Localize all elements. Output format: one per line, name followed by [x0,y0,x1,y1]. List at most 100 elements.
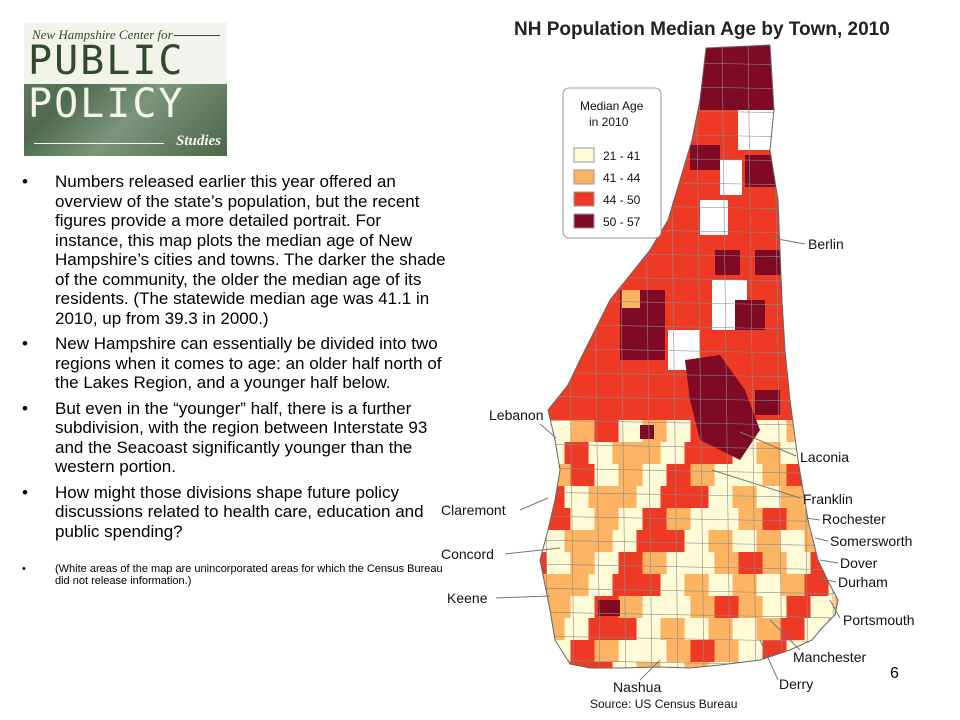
bullet-note: (White areas of the map are unincorporat… [22,563,450,587]
leader-line-rochester [805,517,821,521]
town-cell [636,442,661,464]
town-cell [642,464,667,486]
town-cell [666,552,691,574]
town-cell [834,464,838,486]
town-cell [690,596,715,618]
town-dark [735,300,765,330]
town-north-tip [700,45,780,110]
leader-line-nashua [639,659,661,681]
town-cell [636,530,661,552]
map-title: NH Population Median Age by Town, 2010 [514,19,890,40]
town-cell [636,574,661,596]
city-label-rochester: Rochester [822,511,886,527]
unincorporated-area [720,160,742,195]
town-cell [540,486,565,508]
town-cell [636,662,661,668]
town-cell [564,486,589,508]
town-cell [660,662,685,668]
town-cell [780,618,805,640]
town-cell [738,596,763,618]
legend-label: 41 - 44 [603,171,641,185]
town-cell [828,662,838,668]
town-cell [690,464,715,486]
legend-label: 21 - 41 [603,149,641,163]
town-dark [598,600,620,616]
town-cell [810,420,835,442]
town-cell [732,662,757,668]
town-cell [588,530,613,552]
town-cell [690,640,715,662]
town-cell [540,662,565,668]
leader-line-berlin [771,237,806,245]
town-cell [804,530,829,552]
leader-line-laconia [739,431,797,457]
city-labels: Berlin Lebanon Laconia Franklin Claremont Roc… [441,236,915,695]
leader-line-claremont [519,497,549,511]
town-cell [642,508,667,530]
city-label-derry: Derry [779,676,813,692]
bullet-item: But even in the “younger” half, there is… [22,399,450,477]
boundary-line [540,45,549,668]
town-cell [714,508,739,530]
town-cell [594,508,619,530]
town-cell [684,530,709,552]
boundary-line [721,45,731,668]
town-cell [660,442,685,464]
town-cell [570,552,595,574]
leader-line-lebanon [539,423,557,439]
town-cell [612,486,637,508]
town-dark-lakes [685,355,760,460]
legend-title: Median Age [580,99,644,113]
town-cell [786,596,811,618]
logo: New Hampshire Center for PUBLIC POLICY S… [24,22,227,156]
town-cell [546,552,571,574]
boundary-line [695,45,705,668]
state-outline [539,44,839,669]
town-cell [810,552,835,574]
town-cell [666,464,691,486]
boundary-line [540,515,838,523]
town-cell [714,596,739,618]
city-label-claremont: Claremont [441,502,506,518]
city-label-durham: Durham [838,574,888,590]
town-cell [762,596,787,618]
town-cell [732,618,757,640]
town-cell [732,574,757,596]
logo-text-studies: Studies [175,133,221,149]
bullet-list: Numbers released earlier this year offer… [22,172,450,593]
city-label-lebanon: Lebanon [489,407,544,423]
town-cell [618,552,643,574]
boundary-line [540,467,838,475]
legend-label: 50 - 57 [603,215,641,229]
city-label-dover: Dover [840,555,878,571]
leader-line-concord [504,547,561,555]
town-cell [636,486,661,508]
town-cell [588,442,613,464]
town-cell [684,662,709,668]
town-cell [618,420,643,442]
town-cell [762,464,787,486]
town-cell [546,420,571,442]
town-cell [708,574,733,596]
bullet-item: New Hampshire can essentially be divided… [22,334,450,393]
town-cell [546,508,571,530]
city-label-laconia: Laconia [800,449,849,465]
town-dark [715,250,740,275]
town-cell [780,530,805,552]
city-label-somersworth: Somersworth [830,533,912,549]
leader-line-somersworth [814,537,829,542]
town-cell [588,662,613,668]
town-cell [756,442,781,464]
city-label-nashua: Nashua [613,679,661,695]
town-cell [738,640,763,662]
town-cell [642,596,667,618]
town-cell [834,420,838,442]
town-cell [570,420,595,442]
town-cell [762,552,787,574]
town-cell [786,552,811,574]
town-dark [755,250,783,275]
leader-line-durham [817,577,837,583]
town-cell [684,574,709,596]
town-cell [660,618,685,640]
town-cell [666,420,691,442]
